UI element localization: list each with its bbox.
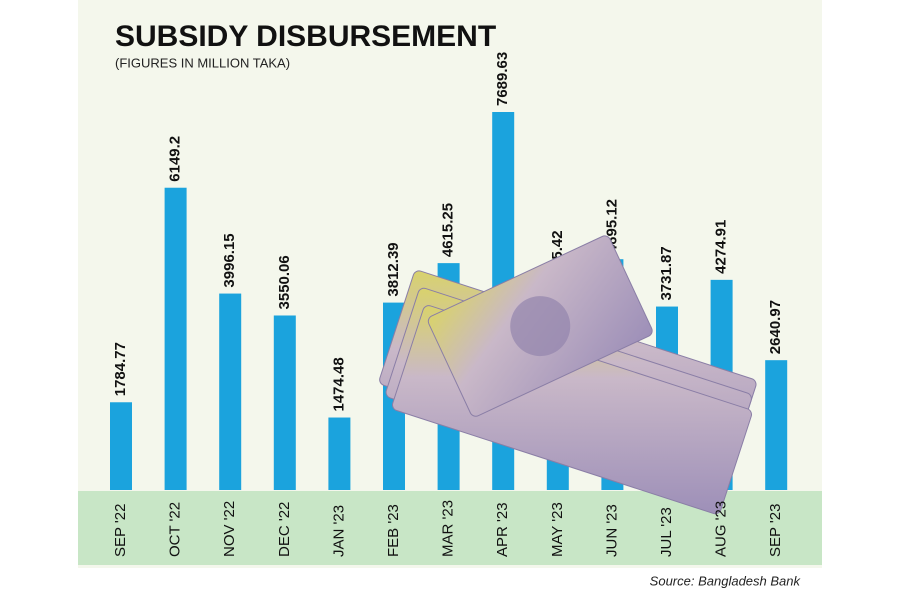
bar (765, 360, 788, 490)
value-label: 3550.06 (276, 255, 293, 309)
x-tick-label: FEB '23 (385, 504, 402, 557)
bar (273, 315, 296, 490)
x-tick-label: MAY '23 (549, 502, 566, 557)
x-tick-label: JUN '23 (603, 504, 620, 557)
value-label: 3731.87 (658, 246, 675, 300)
value-label: 4274.91 (713, 220, 730, 274)
bar (110, 402, 132, 490)
value-label: 2640.97 (767, 300, 784, 354)
x-tick-label: JAN '23 (330, 505, 347, 557)
value-label: 6149.2 (167, 136, 184, 182)
x-tick-label: OCT '22 (167, 502, 184, 557)
bar (328, 417, 351, 490)
value-label: 7689.63 (494, 52, 511, 106)
chart-title: SUBSIDY DISBURSEMENT (115, 20, 496, 53)
x-tick-label: JUL '23 (658, 507, 675, 557)
x-tick-label: AUG '23 (713, 501, 730, 557)
x-tick-label: NOV '22 (221, 501, 238, 557)
x-tick-label: DEC '22 (276, 502, 293, 557)
value-label: 3812.39 (385, 242, 402, 296)
chart-subtitle: (FIGURES IN MILLION TAKA) (115, 55, 290, 70)
bar (164, 187, 187, 490)
bar (219, 293, 242, 490)
value-label: 1474.48 (330, 357, 347, 411)
value-label: 3996.15 (221, 233, 238, 287)
money-illustration (379, 235, 757, 515)
source: Source: Bangladesh Bank (650, 573, 802, 588)
x-tick-label: APR '23 (494, 502, 511, 557)
value-label: 4615.25 (440, 203, 457, 257)
value-label: 1784.77 (112, 342, 129, 396)
portrait (510, 296, 571, 357)
x-tick-label: SEP '22 (112, 504, 129, 557)
x-tick-label: SEP '23 (767, 504, 784, 557)
x-tick-label: MAR '23 (440, 500, 457, 557)
source-strip (78, 568, 822, 600)
